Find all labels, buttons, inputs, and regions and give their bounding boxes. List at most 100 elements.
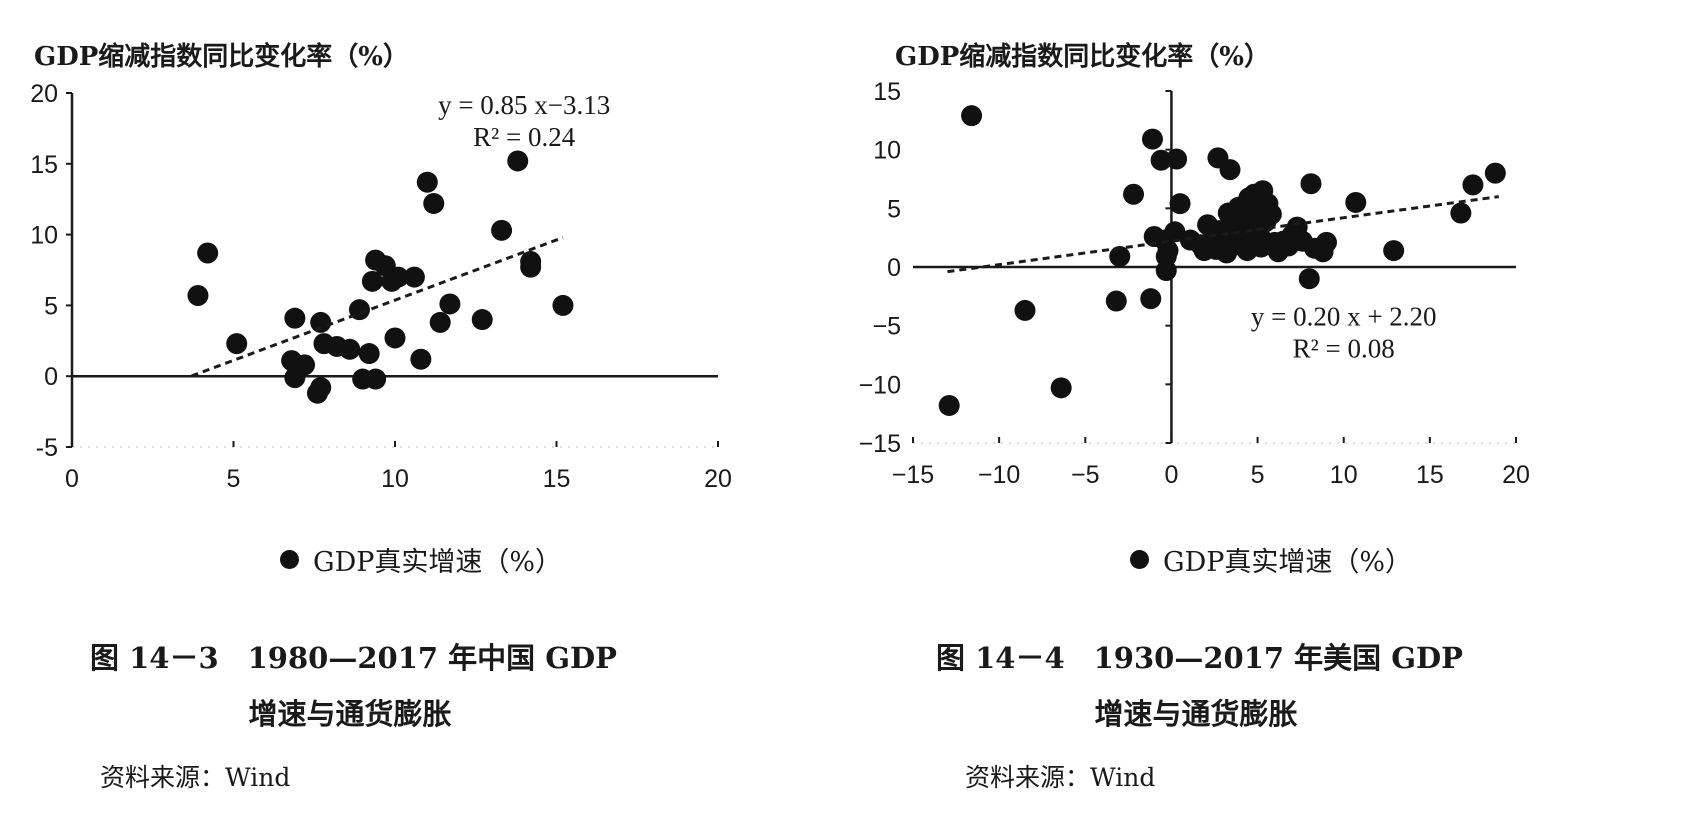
legend-marker-icon (1130, 550, 1149, 569)
data-point (361, 270, 383, 292)
x-tick-label: 5 (227, 465, 241, 493)
legend-marker-icon (280, 550, 299, 569)
data-point (1383, 240, 1405, 262)
data-point (284, 307, 306, 329)
y-tick-label: 0 (887, 254, 901, 282)
data-point (1166, 148, 1188, 170)
y-axis-label: GDP缩减指数同比变化率（%） (895, 42, 1271, 72)
data-point (1123, 183, 1145, 205)
caption-line-1: 图 14－3 1980—2017 年中国 GDP (90, 641, 617, 675)
data-point (1219, 159, 1241, 181)
data-point (1164, 221, 1186, 243)
x-tick-label: −5 (1071, 461, 1100, 489)
trend-line (190, 236, 564, 378)
data-point (1260, 203, 1282, 225)
data-point (226, 333, 248, 355)
y-tick-label: 20 (30, 80, 58, 108)
data-point (1300, 173, 1322, 195)
data-point (410, 348, 432, 370)
data-point (1140, 288, 1162, 310)
data-point (1169, 193, 1191, 215)
data-point (197, 242, 219, 264)
chart-panel-us: GDP缩减指数同比变化率（%） 15 10 5 0 −5 −10 −15 −15 −10 −5 0 5… (843, 0, 1686, 820)
data-point (961, 105, 983, 127)
data-point (358, 343, 380, 365)
y-tick-label: −5 (872, 313, 901, 341)
chart-panel-china: GDP缩减指数同比变化率（%） 20 15 10 5 0 -5 0 5 10 15 20 y = 0.… (0, 0, 843, 820)
y-tick-label: 10 (873, 137, 901, 165)
data-point (1345, 191, 1367, 213)
data-point (1150, 149, 1172, 171)
data-point (429, 311, 451, 333)
data-point (416, 171, 438, 193)
data-point (1298, 268, 1320, 290)
caption-line-1: 图 14－4 1930—2017 年美国 GDP (936, 641, 1463, 675)
y-tick-label: 5 (887, 195, 901, 223)
source-note: 资料来源：Wind (965, 763, 1156, 792)
data-point (1462, 174, 1484, 196)
y-tick-label: 5 (44, 292, 58, 320)
y-tick-label: 0 (44, 363, 58, 391)
legend: GDP真实增速（%） (280, 540, 562, 579)
legend: GDP真实增速（%） (1130, 540, 1412, 579)
legend-label: GDP真实增速（%） (313, 547, 563, 578)
x-tick-label: 0 (65, 465, 79, 493)
y-tick-label: 10 (30, 222, 58, 250)
caption-line-2: 增速与通货膨胀 (1094, 697, 1298, 731)
data-point (1141, 128, 1163, 150)
data-point (552, 294, 574, 316)
data-point (938, 394, 960, 416)
data-point (1155, 260, 1177, 282)
x-tick-label: 10 (1330, 461, 1358, 489)
data-point (1157, 240, 1179, 262)
regression-equation: y = 0.20 x + 2.20 (1251, 302, 1437, 332)
x-tick-label: 15 (543, 465, 571, 493)
x-tick-label: 20 (1502, 461, 1530, 489)
regression-equation: y = 0.85 x−3.13 (438, 90, 610, 120)
data-point (310, 311, 332, 333)
source-note: 资料来源：Wind (100, 763, 291, 792)
y-tick-label: −10 (859, 371, 901, 399)
x-tick-label: 15 (1416, 461, 1444, 489)
x-tick-label: 10 (381, 465, 409, 493)
data-point (403, 266, 425, 288)
data-point (294, 354, 316, 376)
figure-caption: 图 14－3 1980—2017 年中国 GDP 增速与通货膨胀 (90, 630, 617, 742)
data-point (439, 293, 461, 315)
figure-caption: 图 14－4 1930—2017 年美国 GDP 增速与通货膨胀 (936, 630, 1463, 742)
x-tick-label: 20 (704, 465, 732, 493)
y-tick-label: 15 (873, 78, 901, 106)
y-tick-label: −15 (859, 430, 901, 458)
data-point (187, 284, 209, 306)
data-point (339, 338, 361, 360)
data-point (491, 219, 513, 241)
data-point (310, 377, 332, 399)
data-point (1014, 299, 1036, 321)
data-point (1315, 231, 1337, 253)
x-tick-label: 0 (1164, 461, 1178, 489)
legend-label: GDP真实增速（%） (1163, 547, 1413, 578)
data-point (1450, 202, 1472, 224)
r-squared-label: R² = 0.08 (1293, 334, 1395, 364)
data-point (507, 150, 529, 172)
data-point (520, 256, 542, 278)
y-axis-label: GDP缩减指数同比变化率（%） (34, 42, 410, 72)
y-tick-label: 15 (30, 151, 58, 179)
x-tick-label: 5 (1251, 461, 1265, 489)
data-point (1105, 290, 1127, 312)
r-squared-label: R² = 0.24 (473, 122, 576, 152)
data-point (1109, 245, 1131, 267)
trend-line (947, 195, 1499, 274)
data-point (1484, 162, 1506, 184)
x-tick-label: −10 (978, 461, 1020, 489)
scatter-plot-us: 15 10 5 0 −5 −10 −15 −15 −10 −5 0 5 10 15 20 y = 0.20 x… (859, 78, 1530, 489)
data-point (387, 266, 409, 288)
caption-line-2: 增速与通货膨胀 (248, 697, 452, 731)
x-tick-label: −15 (892, 461, 934, 489)
data-point (423, 192, 445, 214)
y-tick-label: -5 (36, 434, 58, 462)
data-point (365, 368, 387, 390)
data-point (1050, 377, 1072, 399)
data-point (471, 309, 493, 331)
